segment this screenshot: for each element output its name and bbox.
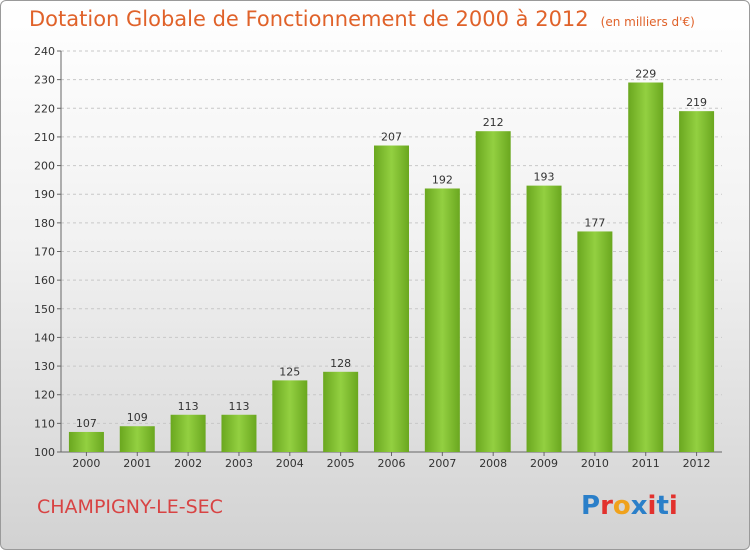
bar-2004 (272, 380, 308, 452)
bar-2000 (68, 431, 104, 452)
data-label: 207 (381, 131, 402, 144)
y-tick-label: 100 (34, 446, 55, 459)
x-tick-label: 2003 (225, 457, 253, 470)
bar-2008 (475, 131, 511, 452)
bar-2005 (323, 371, 359, 452)
logo-letter: i (668, 491, 678, 521)
x-tick-label: 2007 (428, 457, 456, 470)
x-tick-label: 2011 (632, 457, 660, 470)
data-label: 192 (432, 173, 453, 186)
y-tick-label: 240 (34, 45, 55, 58)
commune-name: CHAMPIGNY-LE-SEC (37, 496, 223, 518)
y-tick-label: 150 (34, 303, 55, 316)
data-labels: 107 109 113 113 125 128 207 192 212 193 177 229 219 (76, 68, 707, 430)
data-label: 229 (635, 68, 656, 81)
data-label: 125 (279, 365, 300, 378)
bar-2009 (526, 185, 562, 452)
proxiti-logo: Proxiti (581, 491, 678, 521)
logo-letter: t (656, 491, 669, 521)
data-label: 113 (178, 400, 199, 413)
data-label: 107 (76, 417, 97, 430)
x-tick-label: 2002 (174, 457, 202, 470)
y-tick-label: 180 (34, 217, 55, 230)
x-tick-label: 2008 (479, 457, 507, 470)
logo-letter: o (612, 491, 631, 521)
y-tick-label: 210 (34, 131, 55, 144)
data-label: 177 (584, 216, 605, 229)
logo-letter: i (647, 491, 657, 521)
logo-letter: r (600, 491, 613, 521)
y-tick-label: 170 (34, 246, 55, 259)
y-tick-label: 230 (34, 74, 55, 87)
data-label: 219 (686, 96, 707, 109)
logo-letter: P (581, 491, 601, 521)
x-tick-label: 2001 (123, 457, 151, 470)
bar-2002 (170, 414, 206, 452)
y-tick-label: 120 (34, 389, 55, 402)
y-tick-label: 110 (34, 417, 55, 430)
bar-2001 (119, 426, 155, 452)
chart-title-text: Dotation Globale de Fonctionnement de 20… (29, 7, 589, 31)
chart-title: Dotation Globale de Fonctionnement de 20… (29, 7, 695, 31)
bar-2011 (628, 82, 664, 452)
x-tick-label: 2005 (327, 457, 355, 470)
logo-letter: x (630, 491, 648, 521)
y-tick-label: 200 (34, 160, 55, 173)
data-label: 193 (534, 171, 555, 184)
y-tick-label: 130 (34, 360, 55, 373)
x-tick-label: 2004 (276, 457, 304, 470)
x-tick-label: 2010 (581, 457, 609, 470)
x-tick-label: 2009 (530, 457, 558, 470)
bars (68, 82, 715, 453)
data-label: 128 (330, 357, 351, 370)
bar-2006 (374, 145, 409, 452)
bar-2012 (679, 111, 715, 453)
chart-subtitle: (en milliers d'€) (600, 15, 695, 29)
y-tick-label: 190 (34, 188, 55, 201)
y-tick-label: 140 (34, 331, 55, 344)
x-tick-label: 2000 (72, 457, 100, 470)
data-label: 212 (483, 116, 504, 129)
data-label: 113 (228, 400, 249, 413)
bar-2007 (424, 188, 460, 452)
bar-2003 (221, 414, 257, 452)
x-tick-label: 2012 (683, 457, 711, 470)
y-tick-label: 220 (34, 102, 55, 115)
bar-2010 (577, 231, 613, 452)
y-tick-label: 160 (34, 274, 55, 287)
data-label: 109 (127, 411, 148, 424)
x-tick-label: 2006 (378, 457, 406, 470)
